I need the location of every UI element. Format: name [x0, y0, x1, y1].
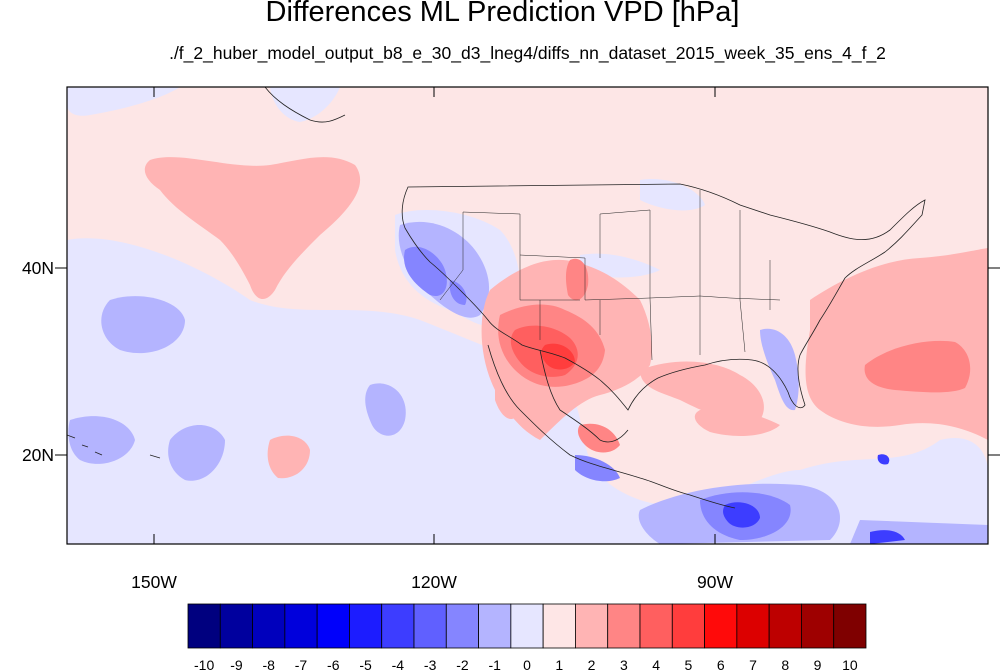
- colorbar-label: 1: [555, 657, 563, 672]
- anomaly-region: [864, 340, 971, 393]
- colorbar-label: 5: [685, 657, 693, 672]
- colorbar-swatch: [607, 603, 641, 649]
- colorbar-swatch: [575, 603, 609, 649]
- lon-label: 90W: [697, 572, 733, 592]
- colorbar: -10 -9 -8 -7 -6 -5 -4 -3 -2 -1 0 1 2 3 4 5 6 7 8 9 10: [187, 603, 867, 672]
- colorbar-swatch: [252, 603, 286, 649]
- colorbar-label: 9: [814, 657, 822, 672]
- alaska-coast: [264, 87, 346, 123]
- anomaly-region: [723, 502, 760, 528]
- colorbar-label: 4: [652, 657, 660, 672]
- colorbar-label: -10: [194, 657, 214, 672]
- lat-label: 40N: [22, 258, 54, 278]
- map-frame: [66, 86, 989, 545]
- anomaly-region: [449, 280, 467, 305]
- colorbar-swatch: [736, 603, 770, 649]
- colorbar-label: -2: [456, 657, 469, 672]
- anomaly-region: [640, 361, 764, 421]
- anomaly-region: [144, 157, 361, 300]
- positive-anomaly-regions: [144, 157, 988, 479]
- colorbar-swatch: [284, 603, 318, 649]
- anomaly-region: [541, 343, 575, 370]
- colorbar-label: 6: [717, 657, 725, 672]
- anomaly-region: [101, 296, 185, 354]
- anomaly-region: [640, 179, 705, 211]
- anomaly-region: [67, 87, 180, 116]
- us-outline: [401, 183, 926, 411]
- anomaly-region: [577, 423, 620, 453]
- colorbar-label: 7: [749, 657, 757, 672]
- anomaly-region: [267, 435, 310, 479]
- colorbar-label: -9: [230, 657, 243, 672]
- hawaii-islands: [67, 434, 161, 459]
- colorbar-label: 2: [588, 657, 596, 672]
- colorbar-label: 10: [842, 657, 858, 672]
- colorbar-swatch: [801, 603, 835, 649]
- colorbar-swatch: [639, 603, 673, 649]
- chart-subtitle: ./f_2_huber_model_output_b8_e_30_d3_lneg…: [169, 43, 886, 63]
- anomaly-region: [565, 258, 589, 301]
- colorbar-label: 3: [620, 657, 628, 672]
- chart-title: Differences ML Prediction VPD [hPa]: [265, 0, 740, 28]
- anomaly-region: [877, 454, 890, 465]
- lat-label: 20N: [22, 445, 54, 465]
- colorbar-swatch: [510, 603, 544, 649]
- anomaly-region: [495, 375, 519, 420]
- colorbar-swatch: [349, 603, 383, 649]
- anomaly-region: [365, 383, 406, 436]
- mexico-coast: [487, 344, 736, 509]
- colorbar-label: -4: [392, 657, 405, 672]
- colorbar-swatch: [768, 603, 802, 649]
- anomaly-region: [168, 425, 225, 481]
- anomaly-region: [68, 416, 135, 464]
- colorbar-swatch: [542, 603, 576, 649]
- colorbar-label: -6: [327, 657, 340, 672]
- state-borders: [439, 190, 781, 361]
- colorbar-label: -7: [295, 657, 308, 672]
- colorbar-label: 8: [781, 657, 789, 672]
- lon-label: 150W: [131, 572, 177, 592]
- colorbar-swatch: [316, 603, 350, 649]
- colorbar-swatch: [187, 603, 221, 649]
- colorbar-label: -3: [424, 657, 437, 672]
- colorbar-swatch: [704, 603, 738, 649]
- colorbar-swatch: [445, 603, 479, 649]
- colorbar-label: 0: [523, 657, 531, 672]
- colorbar-label: -8: [262, 657, 275, 672]
- land-outlines: [67, 87, 926, 509]
- colorbar-swatch: [413, 603, 447, 649]
- colorbar-swatch: [219, 603, 253, 649]
- lon-label: 120W: [411, 572, 457, 592]
- anomaly-region: [270, 87, 340, 122]
- anomaly-region: [404, 246, 447, 296]
- map-panel: [67, 87, 988, 544]
- colorbar-swatch: [671, 603, 705, 649]
- anomaly-region: [760, 328, 799, 411]
- colorbar-swatch: [381, 603, 415, 649]
- map-ticks: [55, 87, 1000, 544]
- colorbar-label: -5: [359, 657, 372, 672]
- colorbar-swatch: [833, 603, 867, 649]
- anomaly-region: [694, 408, 780, 436]
- colorbar-label: -1: [488, 657, 501, 672]
- colorbar-swatch: [478, 603, 512, 649]
- anomaly-region: [870, 530, 905, 544]
